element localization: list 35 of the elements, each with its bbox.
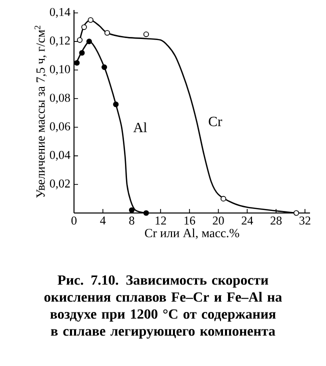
x-tick-label: 16 xyxy=(184,216,196,225)
series-label: Al xyxy=(133,122,147,132)
x-tick-label: 0 xyxy=(71,216,77,225)
point xyxy=(79,50,85,56)
x-tick-label: 32 xyxy=(300,216,310,225)
point xyxy=(128,207,135,213)
y-tick-label: 0,12 xyxy=(50,36,70,46)
point xyxy=(74,60,80,66)
x-tick-label: 24 xyxy=(242,216,254,224)
x-axis-title: Cr или Al, масс.% xyxy=(144,228,240,240)
series-label: Cr xyxy=(208,116,222,126)
point xyxy=(220,196,226,202)
y-axis-title: Увеличение массы за 7,5 ч, г/см$^{2}$ xyxy=(34,26,47,198)
y-tick-label: 0,08 xyxy=(50,94,70,104)
x-tick-label: 4 xyxy=(100,216,106,224)
y-tick-label: 0,14 xyxy=(50,8,70,18)
point xyxy=(143,210,149,216)
point xyxy=(113,102,119,108)
point xyxy=(86,38,92,44)
y-tick-label: 0,02 xyxy=(50,179,70,190)
point xyxy=(104,30,110,36)
point xyxy=(88,17,94,23)
point xyxy=(102,64,108,70)
text: Рис. 7.10. Зависимость скорости окисления сплавов Fe–Cr и Fe–Al на воздухе при 1200 °C от содержания в сплаве легирующего компонента xyxy=(44,275,282,339)
x-tick-label: 8 xyxy=(129,216,134,225)
y-tick-label: 0,10 xyxy=(50,65,70,75)
point xyxy=(293,210,300,216)
point xyxy=(143,31,149,38)
y-tick-label: 0,06 xyxy=(50,122,70,132)
y-tick-label: 0,04 xyxy=(50,150,70,161)
x-tick-label: 28 xyxy=(270,216,282,225)
x-tick-label: 12 xyxy=(156,216,166,224)
x-tick-label: 20 xyxy=(212,216,224,225)
point xyxy=(76,37,83,43)
point xyxy=(81,24,87,30)
